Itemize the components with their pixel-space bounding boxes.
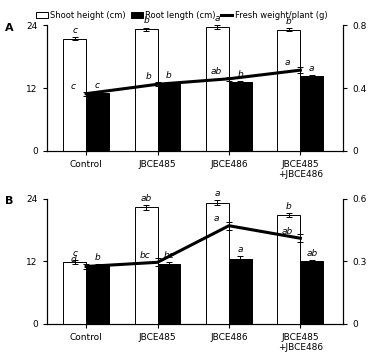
Text: b: b [95, 253, 100, 262]
Text: ab: ab [211, 67, 222, 76]
Bar [135, 207, 158, 324]
Legend: Shoot height (cm), Root length (cm), Fresh weight/plant (g): Shoot height (cm), Root length (cm), Fre… [36, 11, 327, 20]
Text: b: b [143, 16, 149, 25]
Text: b: b [238, 70, 243, 79]
Bar [206, 203, 229, 324]
Text: b: b [286, 202, 292, 211]
Text: a: a [309, 63, 314, 72]
Bar [63, 39, 86, 151]
Text: a: a [215, 15, 220, 23]
Text: b: b [286, 17, 292, 26]
Bar [300, 76, 323, 151]
Bar [158, 83, 180, 151]
Bar [278, 215, 300, 324]
Text: a: a [285, 58, 290, 67]
Bar [300, 261, 323, 324]
Text: bc: bc [163, 251, 174, 260]
Text: c: c [95, 81, 100, 90]
Bar [158, 264, 180, 324]
Text: bc: bc [139, 251, 150, 260]
Text: ab: ab [306, 249, 317, 258]
Text: A: A [5, 23, 14, 33]
Bar [278, 29, 300, 151]
Text: a: a [238, 245, 243, 254]
Text: c: c [72, 26, 77, 35]
Bar [86, 94, 109, 151]
Text: a: a [215, 189, 220, 198]
Text: ab: ab [282, 227, 293, 236]
Bar [135, 29, 158, 151]
Text: a: a [213, 214, 219, 222]
Bar [229, 259, 252, 324]
Text: c: c [72, 249, 77, 258]
Text: d: d [70, 255, 76, 264]
Text: c: c [71, 82, 76, 91]
Bar [86, 265, 109, 324]
Bar [63, 262, 86, 324]
Text: B: B [5, 196, 14, 206]
Text: b: b [146, 72, 152, 81]
Text: b: b [166, 71, 172, 80]
Text: ab: ab [140, 194, 152, 203]
Bar [229, 82, 252, 151]
Bar [206, 27, 229, 151]
